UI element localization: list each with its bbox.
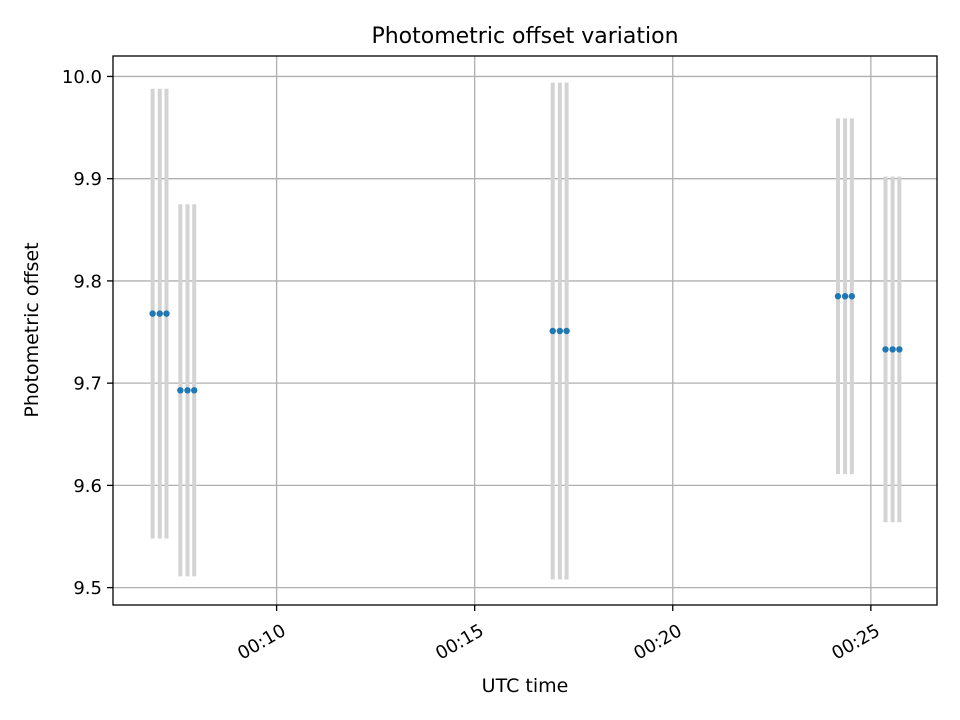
data-point: [834, 293, 842, 300]
y-tick-label: 10.0: [62, 67, 102, 88]
plot-frame: [112, 55, 938, 606]
data-point: [848, 293, 856, 300]
data-point: [177, 387, 184, 394]
data-point: [882, 346, 889, 353]
data-point: [889, 346, 896, 353]
data-point: [563, 327, 570, 335]
y-tick-label: 9.5: [73, 578, 102, 599]
y-tick-label: 9.6: [73, 476, 102, 497]
data-point: [556, 327, 564, 335]
data-point: [184, 387, 191, 394]
y-axis-label: Photometric offset: [21, 242, 43, 417]
data-point: [149, 310, 156, 317]
data-point: [163, 310, 170, 317]
x-axis-label: UTC time: [482, 675, 569, 697]
data-point: [896, 346, 903, 353]
y-tick-label: 9.7: [73, 374, 102, 395]
data-point: [191, 387, 198, 394]
data-point: [549, 327, 556, 335]
data-point: [841, 293, 849, 300]
chart-title: Photometric offset variation: [371, 24, 678, 49]
grid: [113, 56, 937, 605]
y-tick-label: 9.9: [73, 169, 102, 190]
data-points: [149, 293, 903, 394]
data-point: [156, 310, 163, 317]
y-tick-label: 9.8: [73, 271, 102, 292]
